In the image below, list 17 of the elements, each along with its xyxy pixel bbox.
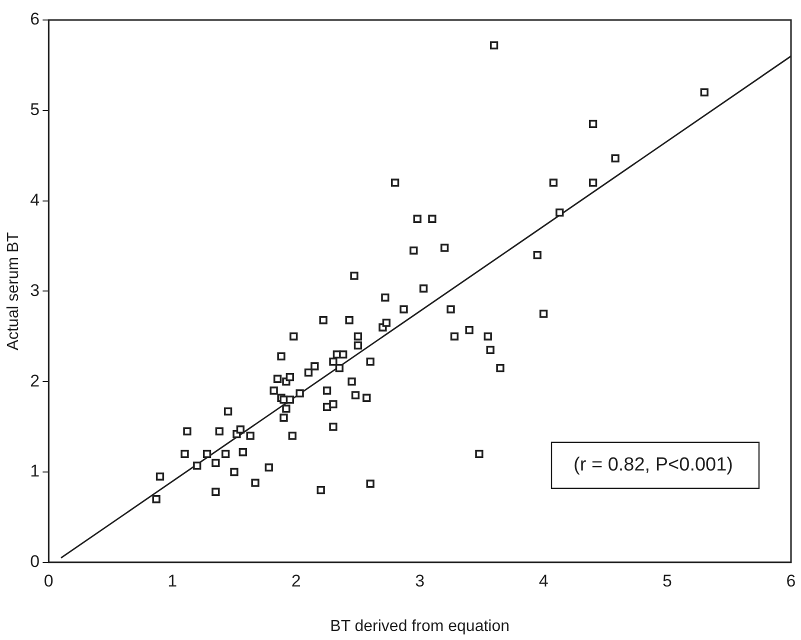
x-tick-label: 4 bbox=[538, 571, 548, 590]
annotation: (r = 0.82, P<0.001) bbox=[574, 454, 734, 476]
x-tick-label: 1 bbox=[168, 571, 178, 590]
x-tick-label: 0 bbox=[44, 571, 54, 590]
y-tick-label: 5 bbox=[30, 100, 40, 120]
y-tick-label: 3 bbox=[30, 280, 40, 300]
x-tick-label: 3 bbox=[415, 571, 425, 590]
x-axis-title: BT derived from equation bbox=[330, 618, 510, 635]
x-tick-label: 6 bbox=[786, 571, 796, 590]
y-tick-label: 1 bbox=[30, 462, 40, 481]
y-tick-label: 4 bbox=[30, 190, 40, 210]
y-tick-label: 2 bbox=[30, 371, 40, 390]
y-tick-label: 6 bbox=[30, 10, 40, 29]
y-axis-title: Actual serum BT bbox=[5, 232, 22, 350]
y-tick-label: 0 bbox=[30, 552, 40, 572]
x-tick-label: 2 bbox=[291, 571, 301, 590]
x-tick-label: 5 bbox=[662, 571, 672, 590]
